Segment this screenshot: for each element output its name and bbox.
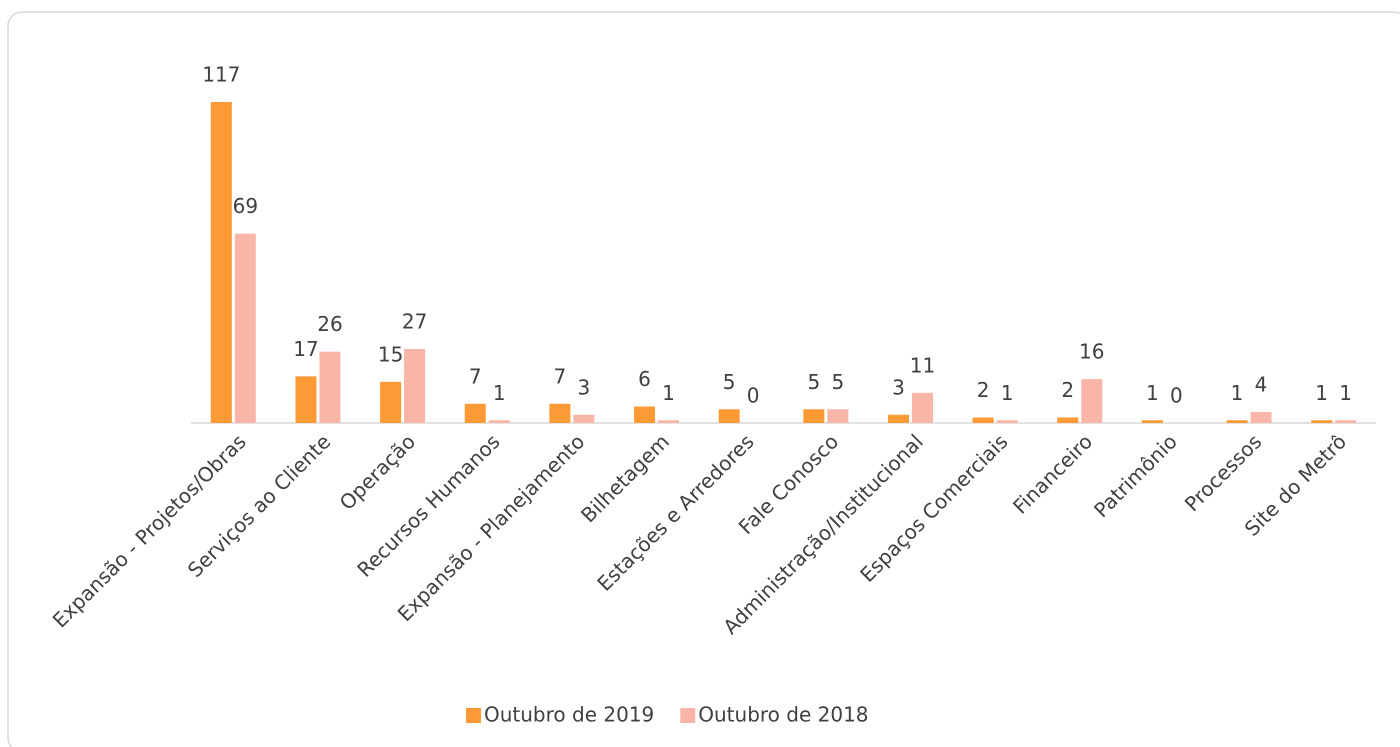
bar (210, 102, 232, 423)
value-label: 7 (469, 364, 482, 388)
bar (996, 420, 1018, 423)
value-label: 1 (662, 381, 675, 405)
value-label: 7 (554, 364, 567, 388)
value-label: 17 (293, 337, 318, 361)
bar (234, 233, 256, 423)
bar (295, 376, 317, 423)
value-label: 1 (1146, 381, 1159, 405)
bar (1081, 379, 1103, 423)
bar (404, 348, 426, 423)
legend-swatch (466, 708, 481, 723)
value-label: 5 (831, 370, 844, 394)
bar (1250, 412, 1272, 423)
bar (1311, 420, 1333, 423)
value-label: 3 (892, 375, 905, 399)
value-label: 0 (747, 384, 760, 408)
bar (972, 417, 994, 423)
value-label: 5 (723, 370, 736, 394)
value-label: 1 (1231, 381, 1244, 405)
value-label: 3 (578, 375, 591, 399)
bar (1057, 417, 1079, 423)
value-label: 26 (317, 312, 342, 336)
value-label: 1 (1315, 381, 1328, 405)
value-label: 1 (1339, 381, 1352, 405)
value-label: 5 (807, 370, 820, 394)
bar (911, 392, 933, 423)
bar (658, 420, 680, 423)
bar (549, 403, 571, 423)
bar (887, 414, 909, 423)
bar (1141, 420, 1163, 423)
value-label: 4 (1255, 373, 1268, 397)
bar (573, 414, 595, 423)
bar (718, 409, 740, 423)
value-label: 117 (202, 63, 240, 87)
bar (319, 351, 341, 423)
legend-swatch (680, 708, 696, 723)
bar (634, 406, 656, 423)
value-label: 1 (1001, 381, 1014, 405)
value-label: 6 (638, 367, 651, 391)
bar (1226, 420, 1248, 423)
value-label: 27 (402, 309, 427, 333)
value-label: 69 (233, 194, 258, 218)
value-label: 0 (1170, 384, 1183, 408)
value-label: 2 (1061, 378, 1074, 402)
bar (380, 381, 402, 423)
bar (464, 403, 486, 423)
value-label: 1 (493, 381, 506, 405)
legend-label: Outubro de 2019 (484, 703, 654, 727)
value-label: 15 (378, 342, 403, 366)
chart-frame (7, 11, 1400, 747)
value-label: 16 (1079, 340, 1104, 364)
value-label: 2 (977, 378, 990, 402)
bar (803, 409, 825, 423)
bar (1335, 420, 1357, 423)
bar (488, 420, 510, 423)
bar (827, 409, 849, 423)
legend-label: Outubro de 2018 (698, 703, 868, 727)
value-label: 11 (910, 353, 935, 377)
